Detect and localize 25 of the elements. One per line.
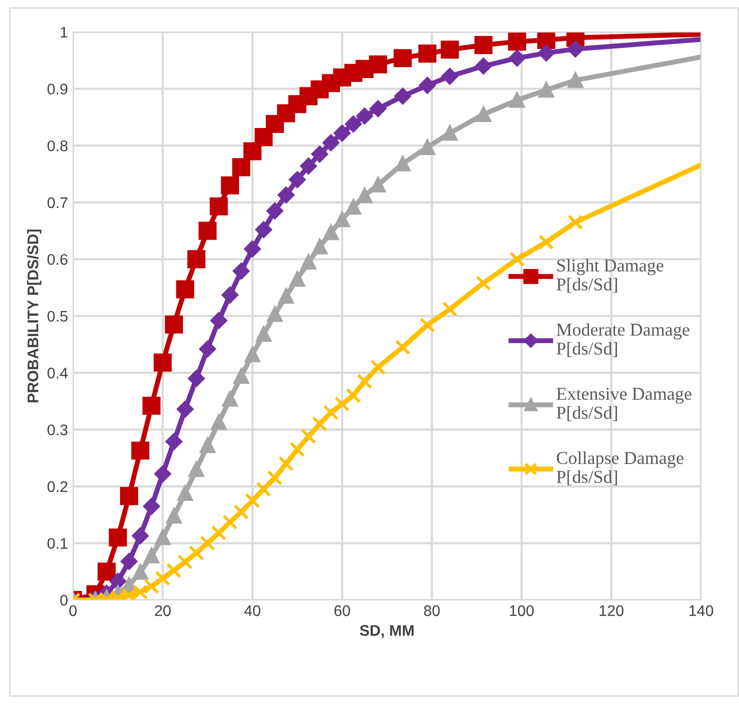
y-tick-label: 0.9 <box>48 84 68 94</box>
x-tick-label: 60 <box>334 605 350 616</box>
x-tick-label: 120 <box>600 605 624 616</box>
y-tick-label: 0.6 <box>48 254 68 265</box>
y-tick-label: 0 <box>60 594 68 606</box>
y-tick-label: 0.8 <box>48 140 68 152</box>
y-tick-label: 0.1 <box>48 538 68 549</box>
x-tick-label: 80 <box>424 605 440 616</box>
y-tick-label: 0.3 <box>48 424 68 436</box>
legend-label: Extensive Damage P[ds/Sd] <box>556 388 692 422</box>
legend-label: Slight Damage P[ds/Sd] <box>556 258 664 293</box>
legend-label: Moderate Damage P[ds/Sd] <box>556 323 690 357</box>
x-tick-label: 40 <box>244 605 260 616</box>
x-tick-label: 0 <box>69 605 77 616</box>
legend-label: Collapse Damage P[ds/Sd] <box>556 451 684 486</box>
y-tick-label: 1 <box>60 27 68 38</box>
y-axis-title: PROBABILITY P[DS/SD] <box>27 230 42 402</box>
x-tick-label: 100 <box>510 605 534 616</box>
y-tick-label: 0.5 <box>48 310 68 322</box>
x-axis-title: SD, MM <box>360 625 414 638</box>
y-tick-label: 0.7 <box>48 197 68 208</box>
y-tick-label: 0.4 <box>48 368 68 378</box>
y-tick-label: 0.2 <box>48 481 68 492</box>
x-tick-label: 140 <box>689 605 714 616</box>
x-tick-label: 20 <box>154 605 171 616</box>
